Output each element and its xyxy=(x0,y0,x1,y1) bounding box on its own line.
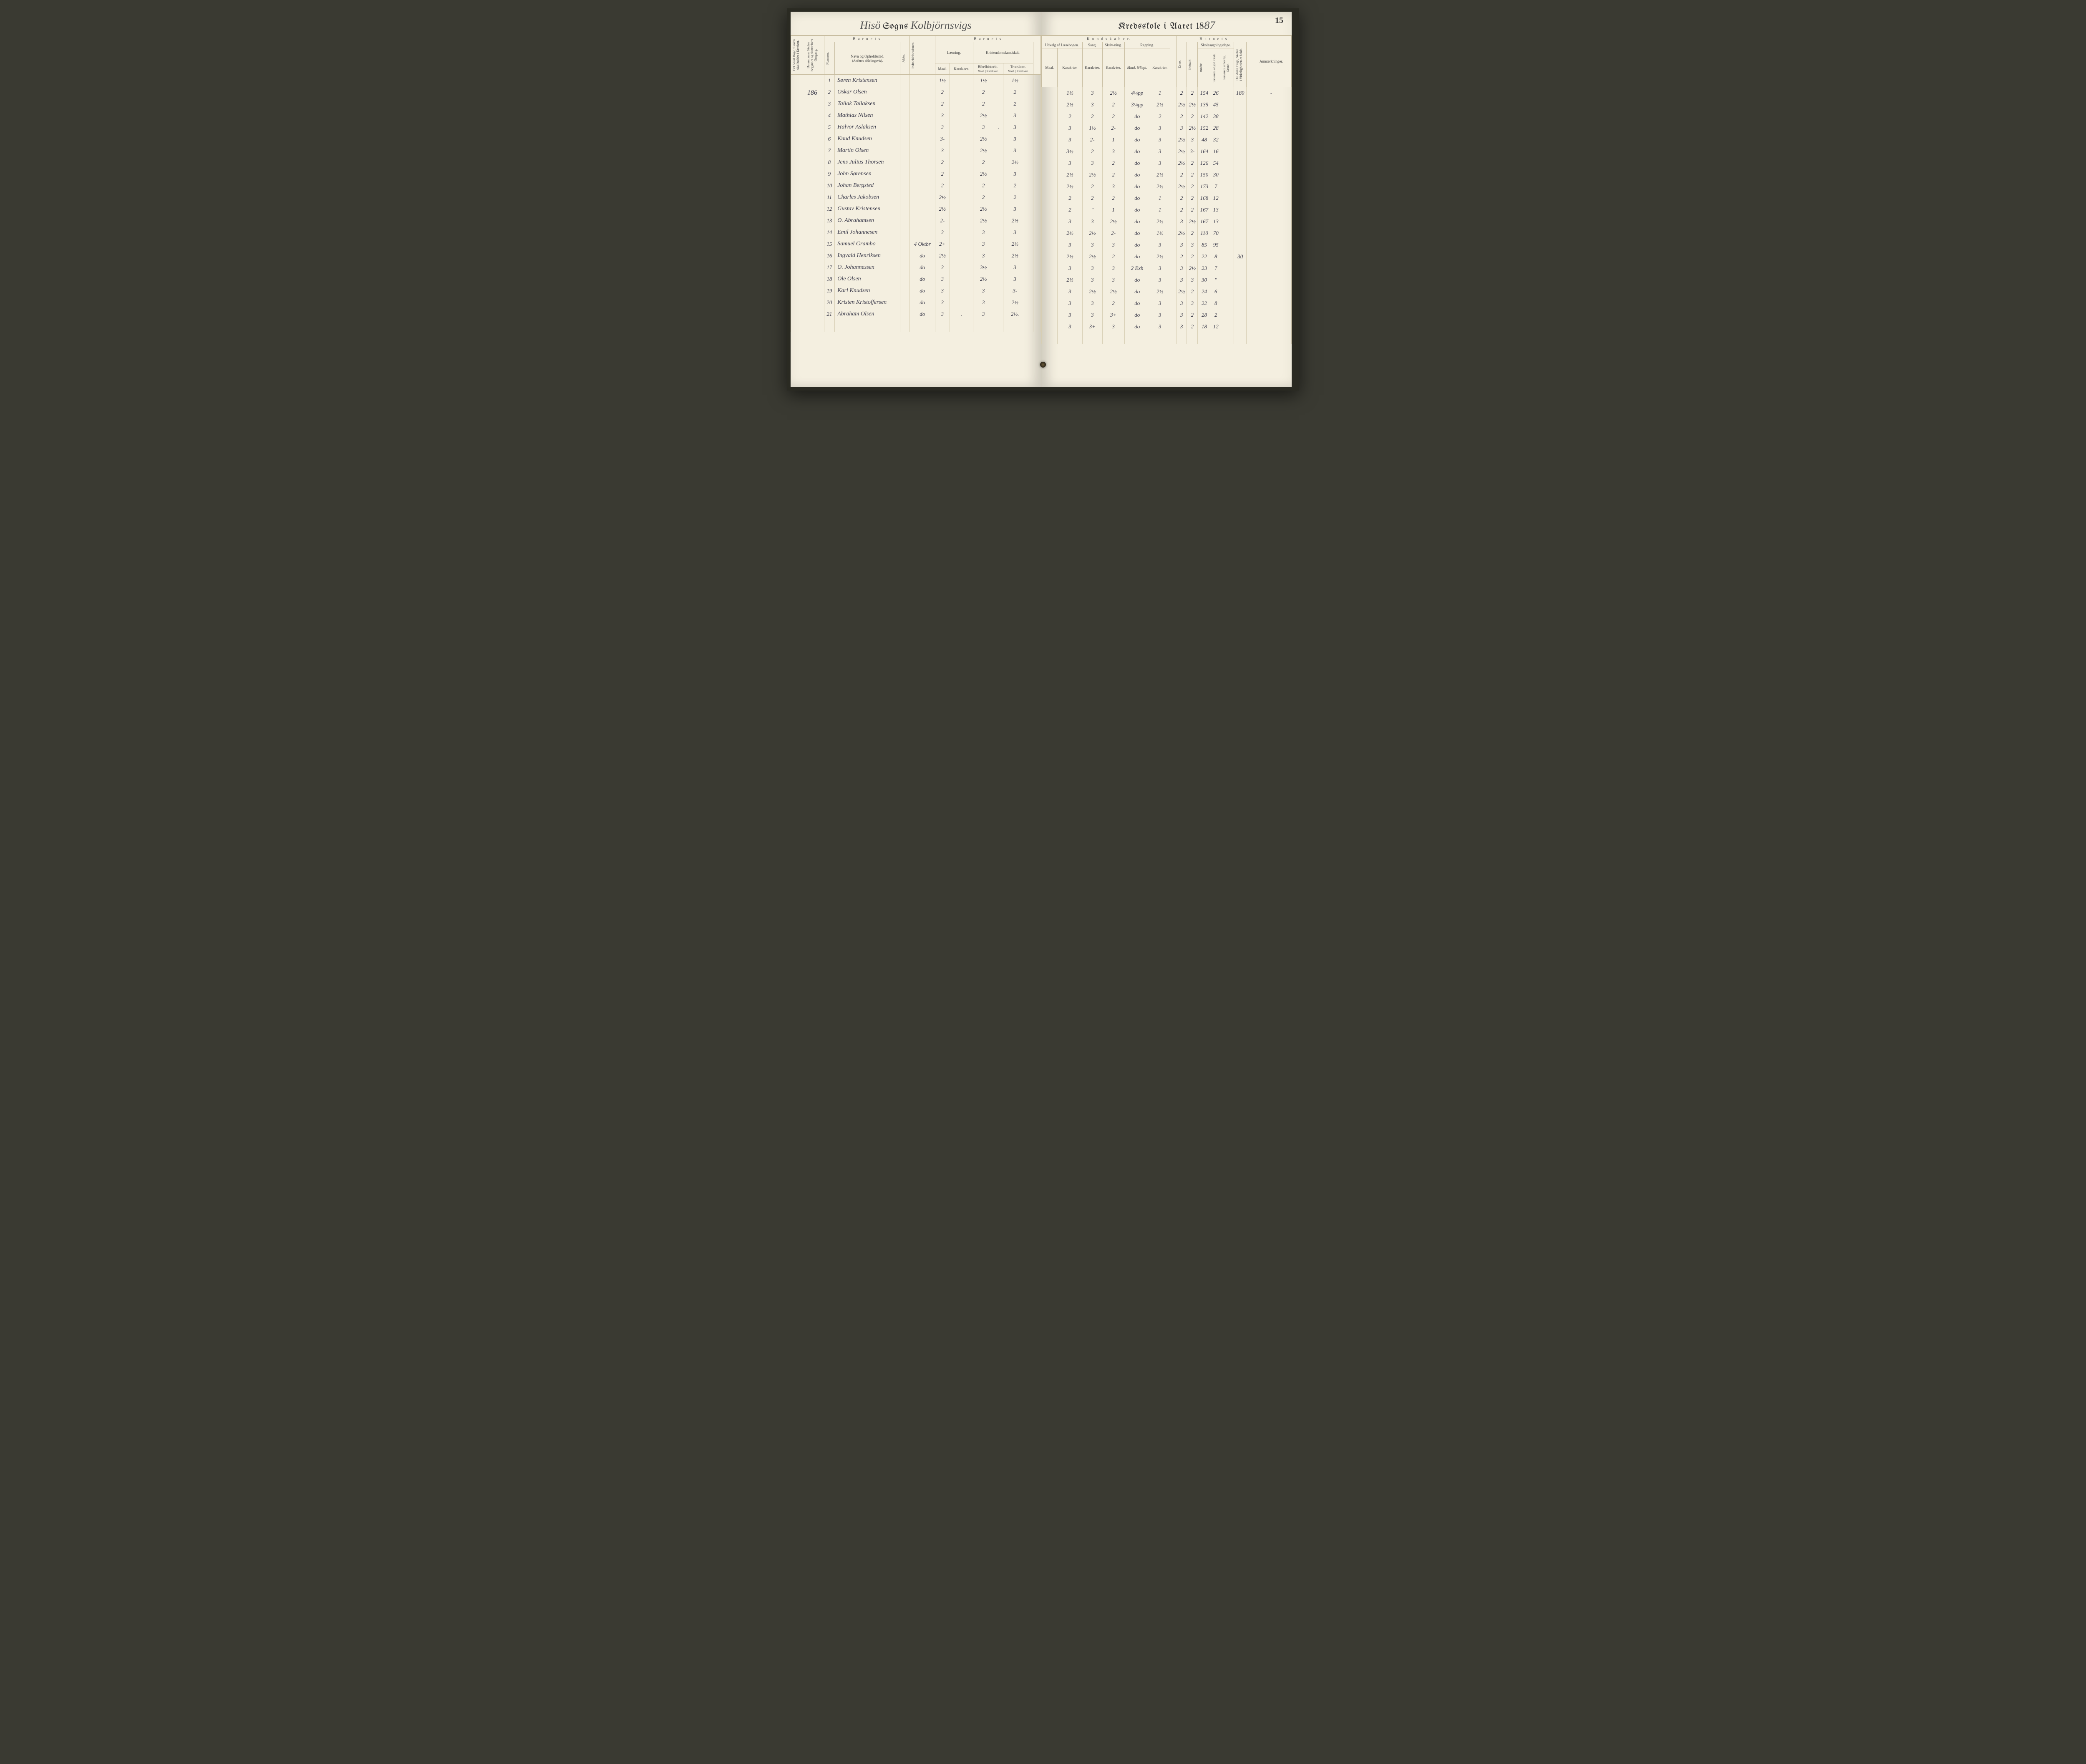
table-row: 7Martin Olsen32½3 xyxy=(791,145,1041,156)
table-row: 2½23do2½2½21737 xyxy=(1042,181,1292,192)
table-row: 2½2½2do2½2215030 xyxy=(1042,169,1292,181)
sogns-label: Sogns xyxy=(883,22,908,31)
h-navn: Navn og Opholdssted. (Anføres afdelingsv… xyxy=(835,42,900,75)
table-row: 21Abraham Olsendo3.32½. xyxy=(791,308,1041,320)
district-name: Kolbjörnsvigs xyxy=(911,19,972,31)
h-evne: Evne. xyxy=(1178,59,1182,70)
table-row: 2"1do12216713 xyxy=(1042,204,1292,216)
h-bibel: Bibelhistorie. Maal. | Karak-ter. xyxy=(973,63,1003,75)
h-modte: mødte xyxy=(1199,62,1204,73)
kreds-label: Kredsskole i Aaret 18 xyxy=(1118,22,1204,31)
table-row: 15Samuel Grambo4 Oktbr2+32½ xyxy=(791,238,1041,250)
left-table: Det Antal Dage, Skolen skal holdes i Kre… xyxy=(791,35,1041,332)
table-row: 332do32½212654 xyxy=(1042,157,1292,169)
table-row: 20Kristen Kristoffersendo332½ xyxy=(791,297,1041,308)
h-forhold: Forhold. xyxy=(1188,57,1193,72)
h-virkelig: Det Antal Dage, Skolen i Virkeligheden e… xyxy=(1235,46,1244,83)
h-kristendom: Kristendomskundskab. xyxy=(973,42,1033,63)
table-row: 1Søren Kristensen1½1½1½ xyxy=(791,75,1041,87)
table-row: 11Charles Jakobsen2½22 xyxy=(791,192,1041,203)
table-row: 222do22214238 xyxy=(1042,111,1292,122)
table-row: 8Jens Julius Thorsen222½ xyxy=(791,156,1041,168)
table-row: 17O. Johannessendo33½3 xyxy=(791,262,1041,273)
h-fl: forsømte af lovlig Grund. xyxy=(1222,49,1231,86)
table-row: 2Oskar Olsen222 xyxy=(791,86,1041,98)
table-row: 31½2-do332½15228 xyxy=(1042,122,1292,134)
h-maal1: Maal. xyxy=(935,63,950,75)
h-datum: Datum, naar Skolen begynder og slutter h… xyxy=(806,37,818,73)
h-nummer: Nummer. xyxy=(826,50,830,66)
h-kar-u: Karak-ter. xyxy=(1058,48,1083,87)
table-row: 32½2½do2½2½2246 xyxy=(1042,286,1292,297)
table-row: 16Ingvald Henriksendo2½32½ xyxy=(791,250,1041,262)
h-barnets-l2: B a r n e t s xyxy=(935,36,1041,42)
table-row: 2½33do33330" xyxy=(1042,274,1292,286)
table-row: 19Karl Knudsendo333- xyxy=(791,285,1041,297)
table-row: 332do333228 xyxy=(1042,297,1292,309)
year-suffix: 87 xyxy=(1204,19,1215,31)
table-row: 3½23do32½3-16416 xyxy=(1042,146,1292,157)
table-row: 10Johan Bergsted222 xyxy=(791,180,1041,192)
h-kar-sa: Karak-ter. xyxy=(1082,48,1102,87)
h-kar1: Karak-ter. xyxy=(950,63,973,75)
table-row: 333+do332282 xyxy=(1042,309,1292,321)
table-row: 2½2½2do2½2222830 xyxy=(1042,251,1292,262)
h-kar-reg: Karak-ter. xyxy=(1150,48,1170,87)
table-row: 2½2½2-do1½2½211070 xyxy=(1042,227,1292,239)
table-row: 222do12216812 xyxy=(1042,192,1292,204)
h-barnets-l: B a r n e t s xyxy=(824,36,910,42)
ledger-book: Hisö Sogns Kolbjörnsvigs 186 Det Antal D… xyxy=(787,8,1299,391)
table-row: 4Mathias Nilsen32½3 xyxy=(791,110,1041,121)
table-row: 9John Sørensen22½3 xyxy=(791,168,1041,180)
right-page: 15 Kredsskole i Aaret 1887 K u n d s k a… xyxy=(1041,12,1292,387)
table-row: 3Tallak Tallaksen222 xyxy=(791,98,1041,110)
h-troes: Troeslære. Maal. | Karak-ter. xyxy=(1003,63,1033,75)
h-fg: forsømte af gyl. Grde. xyxy=(1212,51,1217,84)
h-alder: Alder. xyxy=(902,53,906,64)
table-row: 1½32½4¼pp12215426180- xyxy=(1042,87,1292,99)
left-title: Hisö Sogns Kolbjörnsvigs xyxy=(791,12,1041,35)
h-skolesog: Skolesøgningsdage. xyxy=(1198,42,1234,48)
margin-number: 186 xyxy=(807,89,817,97)
table-row: 18Ole Olsendo32½3 xyxy=(791,273,1041,285)
h-maal-reg: Maal. 6/Sept. xyxy=(1124,48,1150,87)
table-row: 2½323¼pp2½2½2½13545 xyxy=(1042,99,1292,111)
h-regning: Regning. xyxy=(1124,42,1170,48)
h-maal-u: Maal. xyxy=(1042,48,1058,87)
table-row: 3332 Exh332½237 xyxy=(1042,262,1292,274)
h-kar-sk: Karak-ter. xyxy=(1102,48,1124,87)
h-dage: Det Antal Dage, Skolen skal holdes i Kre… xyxy=(792,37,801,73)
table-row: 5Halvor Aslaksen33.3 xyxy=(791,121,1041,133)
h-sang: Sang. xyxy=(1082,42,1102,48)
h-laesning: Læsning. xyxy=(935,42,973,63)
h-barnets-r: B a r n e t s xyxy=(1176,36,1251,42)
right-table: K u n d s k a b e r. B a r n e t s Anmær… xyxy=(1041,35,1292,344)
h-udvalg: Udvalg af Læsebogen. xyxy=(1042,42,1083,48)
h-skriv: Skriv-ning. xyxy=(1102,42,1124,48)
table-row: 12Gustav Kristensen2½2½3 xyxy=(791,203,1041,215)
h-anm: Anmærkninger. xyxy=(1251,36,1292,87)
page-number: 15 xyxy=(1275,16,1283,25)
parish-name: Hisö xyxy=(860,19,880,31)
table-row: 14Emil Johannesen333 xyxy=(791,227,1041,238)
table-row: 13O. Abrahamsen2-2½2½ xyxy=(791,215,1041,227)
table-row: 33+3do3321812 xyxy=(1042,321,1292,333)
binding-hole xyxy=(1040,362,1046,368)
h-kundskaber: K u n d s k a b e r. xyxy=(1042,36,1177,42)
h-indmeld: Indmeldelsesdatum. xyxy=(911,40,916,70)
right-title: Kredsskole i Aaret 1887 xyxy=(1041,12,1292,35)
table-row: 32-1do32½34832 xyxy=(1042,134,1292,146)
table-row: 6Knud Knudsen3-2½3 xyxy=(791,133,1041,145)
table-row: 333do3338595 xyxy=(1042,239,1292,251)
table-row: 332½do2½32½16713 xyxy=(1042,216,1292,227)
left-page: Hisö Sogns Kolbjörnsvigs 186 Det Antal D… xyxy=(791,12,1041,387)
